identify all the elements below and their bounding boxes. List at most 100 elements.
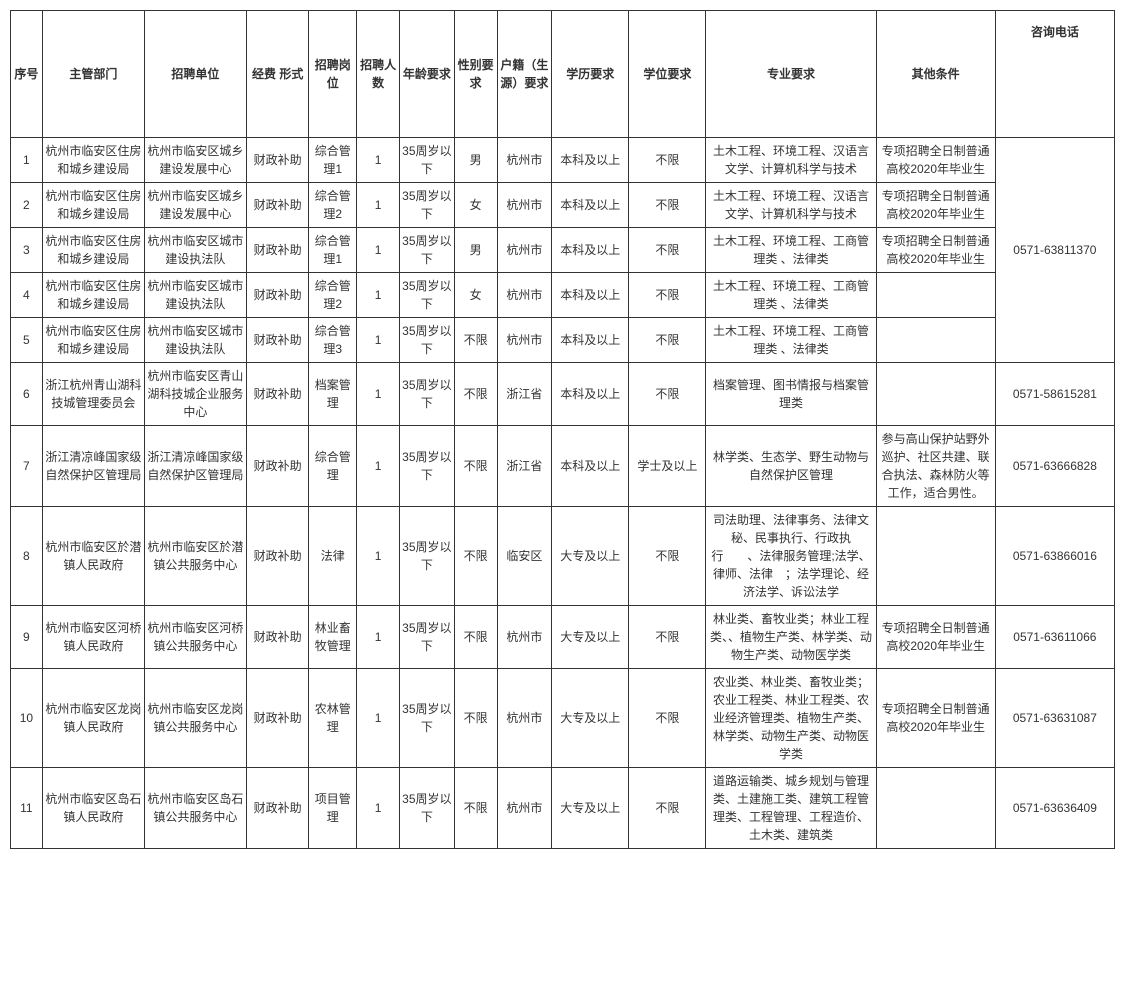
cell-gender: 不限 [454,318,497,363]
cell-other: 专项招聘全日制普通高校2020年毕业生 [876,606,995,669]
header-pos: 招聘岗位 [309,11,357,138]
cell-pos: 项目管理 [309,768,357,849]
cell-gender: 女 [454,273,497,318]
cell-pos: 综合管理1 [309,138,357,183]
cell-edu: 本科及以上 [552,318,629,363]
cell-age: 35周岁以下 [400,507,454,606]
table-row: 7浙江清凉峰国家级自然保护区管理局浙江清凉峰国家级自然保护区管理局财政补助综合管… [11,426,1115,507]
table-row: 8杭州市临安区於潜镇人民政府杭州市临安区於潜镇公共服务中心财政补助法律135周岁… [11,507,1115,606]
cell-major: 道路运输类、城乡规划与管理类、土建施工类、建筑工程管理类、工程管理、工程造价、土… [706,768,876,849]
cell-unit: 杭州市临安区城市建设执法队 [144,318,246,363]
cell-age: 35周岁以下 [400,138,454,183]
header-age: 年龄要求 [400,11,454,138]
cell-loc: 杭州市 [497,183,551,228]
table-row: 5杭州市临安区住房和城乡建设局杭州市临安区城市建设执法队财政补助综合管理3135… [11,318,1115,363]
header-unit: 招聘单位 [144,11,246,138]
cell-phone: 0571-63631087 [995,669,1114,768]
table-row: 1杭州市临安区住房和城乡建设局杭州市临安区城乡建设发展中心财政补助综合管理113… [11,138,1115,183]
cell-major: 土木工程、环境工程、汉语言文学、计算机科学与技术 [706,183,876,228]
header-loc: 户籍（生源）要求 [497,11,551,138]
cell-seq: 5 [11,318,43,363]
cell-fund: 财政补助 [246,138,308,183]
cell-age: 35周岁以下 [400,183,454,228]
cell-seq: 1 [11,138,43,183]
recruitment-table: 序号 主管部门 招聘单位 经费 形式 招聘岗位 招聘人数 年龄要求 性别要求 户… [10,10,1115,849]
cell-degree: 不限 [629,363,706,426]
cell-num: 1 [357,228,400,273]
cell-edu: 大专及以上 [552,768,629,849]
cell-loc: 杭州市 [497,768,551,849]
header-other: 其他条件 [876,11,995,138]
cell-seq: 4 [11,273,43,318]
cell-major: 司法助理、法律事务、法律文秘、民事执行、行政执行 、法律服务管理;法学、律师、法… [706,507,876,606]
cell-dept: 杭州市临安区岛石镇人民政府 [42,768,144,849]
cell-edu: 本科及以上 [552,228,629,273]
cell-gender: 不限 [454,669,497,768]
header-phone: 咨询电话 [995,11,1114,138]
cell-age: 35周岁以下 [400,768,454,849]
cell-other [876,507,995,606]
cell-gender: 不限 [454,507,497,606]
cell-seq: 8 [11,507,43,606]
cell-other [876,318,995,363]
cell-fund: 财政补助 [246,273,308,318]
cell-seq: 3 [11,228,43,273]
cell-major: 档案管理、图书情报与档案管理类 [706,363,876,426]
cell-unit: 杭州市临安区城市建设执法队 [144,228,246,273]
cell-pos: 综合管理2 [309,273,357,318]
cell-age: 35周岁以下 [400,363,454,426]
cell-age: 35周岁以下 [400,318,454,363]
cell-seq: 10 [11,669,43,768]
cell-degree: 不限 [629,273,706,318]
cell-degree: 学士及以上 [629,426,706,507]
cell-other: 专项招聘全日制普通高校2020年毕业生 [876,183,995,228]
cell-fund: 财政补助 [246,669,308,768]
cell-edu: 大专及以上 [552,606,629,669]
cell-loc: 杭州市 [497,606,551,669]
cell-loc: 临安区 [497,507,551,606]
cell-fund: 财政补助 [246,228,308,273]
cell-other: 参与高山保护站野外巡护、社区共建、联合执法、森林防火等工作，适合男性。 [876,426,995,507]
cell-pos: 档案管理 [309,363,357,426]
cell-loc: 浙江省 [497,363,551,426]
table-row: 10杭州市临安区龙岗镇人民政府杭州市临安区龙岗镇公共服务中心财政补助农林管理13… [11,669,1115,768]
cell-major: 林学类、生态学、野生动物与自然保护区管理 [706,426,876,507]
cell-num: 1 [357,507,400,606]
cell-pos: 综合管理1 [309,228,357,273]
cell-loc: 杭州市 [497,228,551,273]
cell-phone: 0571-58615281 [995,363,1114,426]
cell-pos: 农林管理 [309,669,357,768]
cell-fund: 财政补助 [246,183,308,228]
cell-unit: 浙江清凉峰国家级自然保护区管理局 [144,426,246,507]
cell-dept: 杭州市临安区住房和城乡建设局 [42,318,144,363]
cell-edu: 本科及以上 [552,138,629,183]
cell-dept: 杭州市临安区住房和城乡建设局 [42,183,144,228]
cell-loc: 杭州市 [497,318,551,363]
cell-phone: 0571-63866016 [995,507,1114,606]
cell-loc: 浙江省 [497,426,551,507]
header-fund: 经费 形式 [246,11,308,138]
header-gender: 性别要求 [454,11,497,138]
cell-num: 1 [357,606,400,669]
cell-dept: 杭州市临安区住房和城乡建设局 [42,228,144,273]
cell-dept: 杭州市临安区河桥镇人民政府 [42,606,144,669]
cell-unit: 杭州市临安区青山湖科技城企业服务中心 [144,363,246,426]
cell-phone: 0571-63666828 [995,426,1114,507]
table-row: 2杭州市临安区住房和城乡建设局杭州市临安区城乡建设发展中心财政补助综合管理213… [11,183,1115,228]
header-num: 招聘人数 [357,11,400,138]
cell-num: 1 [357,138,400,183]
cell-age: 35周岁以下 [400,426,454,507]
cell-fund: 财政补助 [246,318,308,363]
cell-dept: 杭州市临安区龙岗镇人民政府 [42,669,144,768]
cell-loc: 杭州市 [497,669,551,768]
table-row: 9杭州市临安区河桥镇人民政府杭州市临安区河桥镇公共服务中心财政补助林业畜牧管理1… [11,606,1115,669]
cell-unit: 杭州市临安区城市建设执法队 [144,273,246,318]
cell-pos: 综合管理 [309,426,357,507]
table-body: 1杭州市临安区住房和城乡建设局杭州市临安区城乡建设发展中心财政补助综合管理113… [11,138,1115,849]
header-major: 专业要求 [706,11,876,138]
cell-age: 35周岁以下 [400,273,454,318]
cell-loc: 杭州市 [497,273,551,318]
cell-gender: 男 [454,138,497,183]
cell-edu: 本科及以上 [552,426,629,507]
cell-num: 1 [357,183,400,228]
